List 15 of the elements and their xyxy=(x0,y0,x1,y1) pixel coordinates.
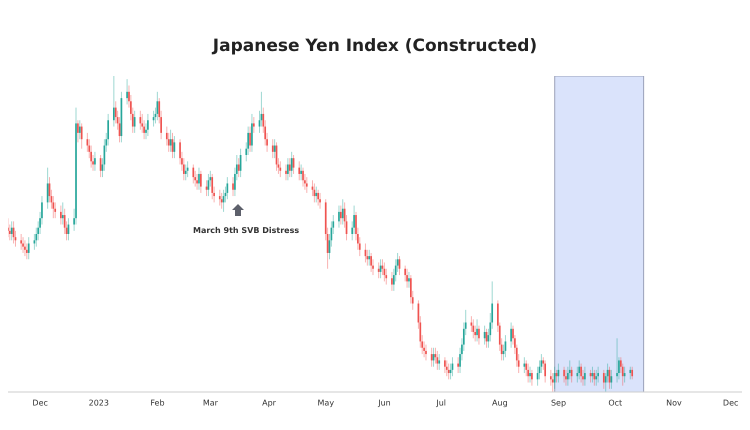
x-tick-label: Apr xyxy=(262,398,277,408)
x-tick-label: Jun xyxy=(377,398,391,408)
x-tick-label: Mar xyxy=(202,398,219,408)
annotation: March 9th SVB Distress xyxy=(193,226,300,235)
x-tick-label: Dec xyxy=(32,398,48,408)
x-tick-label: May xyxy=(318,398,334,408)
x-tick-label: Jul xyxy=(435,398,446,408)
x-tick-label: 2023 xyxy=(88,398,109,408)
chart-title: Japanese Yen Index (Constructed) xyxy=(210,35,538,58)
x-tick-label: Aug xyxy=(492,398,508,408)
x-tick-label: Feb xyxy=(150,398,165,408)
x-tick-label: Oct xyxy=(608,398,622,408)
x-tick-label: Nov xyxy=(666,398,682,408)
x-tick-label: Dec xyxy=(722,398,738,408)
x-tick-label: Sep xyxy=(550,398,566,408)
